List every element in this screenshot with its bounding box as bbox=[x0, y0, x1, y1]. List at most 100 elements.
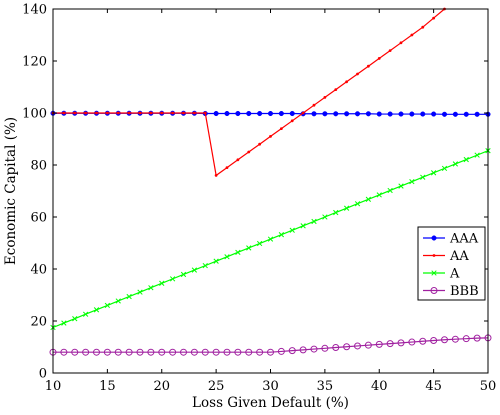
data-point bbox=[202, 262, 208, 269]
data-point bbox=[104, 302, 111, 309]
data-point bbox=[452, 111, 458, 117]
data-point bbox=[365, 111, 371, 117]
data-point bbox=[160, 111, 164, 115]
y-tick-label: 120 bbox=[22, 55, 47, 70]
legend-label: A bbox=[449, 267, 460, 282]
data-point bbox=[386, 340, 394, 348]
data-point bbox=[441, 336, 448, 344]
legend-swatch-marker bbox=[430, 287, 438, 294]
data-point bbox=[288, 347, 296, 355]
x-tick-label: 40 bbox=[371, 379, 388, 394]
data-point bbox=[269, 135, 272, 138]
data-point bbox=[322, 111, 328, 117]
data-point bbox=[321, 344, 329, 352]
data-point bbox=[256, 348, 264, 356]
data-point bbox=[258, 142, 262, 146]
x-tick-label: 30 bbox=[262, 379, 279, 394]
legend-label: AAA bbox=[449, 232, 479, 247]
legend-item-bbb: BBB bbox=[423, 284, 479, 299]
data-point bbox=[137, 289, 143, 295]
data-point bbox=[126, 293, 132, 300]
y-tick-label: 140 bbox=[22, 3, 47, 18]
data-point bbox=[235, 110, 241, 117]
data-point bbox=[375, 340, 383, 348]
data-point bbox=[311, 111, 317, 117]
data-point bbox=[364, 341, 372, 349]
data-point bbox=[387, 187, 393, 194]
data-point bbox=[463, 111, 469, 117]
data-point bbox=[225, 166, 229, 170]
data-point bbox=[114, 348, 122, 356]
x-tick-label: 15 bbox=[99, 379, 116, 394]
legend-label: AA bbox=[449, 249, 469, 264]
data-point bbox=[136, 348, 144, 356]
legend-swatch-marker bbox=[431, 270, 437, 276]
data-point bbox=[180, 348, 187, 356]
data-point bbox=[473, 334, 481, 342]
x-tick-label: 10 bbox=[45, 379, 62, 394]
x-axis-title: Loss Given Default (%) bbox=[192, 395, 349, 411]
data-point bbox=[60, 348, 68, 356]
data-point bbox=[310, 345, 318, 353]
legend-swatch-marker bbox=[432, 254, 436, 257]
legend-swatch-marker bbox=[431, 235, 437, 241]
data-point bbox=[420, 174, 426, 180]
data-point bbox=[190, 348, 198, 356]
data-point bbox=[61, 320, 67, 326]
data-point bbox=[62, 111, 66, 115]
data-point bbox=[462, 335, 470, 343]
data-point bbox=[105, 111, 109, 115]
y-tick-label: 60 bbox=[30, 211, 47, 226]
data-point bbox=[420, 111, 426, 117]
data-point bbox=[323, 96, 327, 99]
data-point bbox=[169, 348, 177, 356]
data-point bbox=[334, 88, 338, 91]
plot-frame bbox=[52, 8, 489, 374]
data-point bbox=[377, 57, 381, 60]
y-tick-label: 40 bbox=[30, 263, 47, 278]
data-point bbox=[343, 205, 350, 211]
series-aa bbox=[51, 7, 446, 177]
data-point bbox=[451, 335, 459, 343]
data-point bbox=[267, 348, 274, 356]
y-tick-label: 80 bbox=[30, 159, 47, 174]
data-point bbox=[301, 111, 305, 115]
data-point bbox=[245, 348, 253, 356]
y-tick-label: 20 bbox=[30, 315, 47, 330]
data-point bbox=[354, 111, 361, 117]
data-point bbox=[343, 343, 351, 351]
data-point bbox=[312, 103, 316, 107]
data-point bbox=[169, 276, 176, 282]
data-point bbox=[236, 158, 240, 162]
data-point bbox=[125, 348, 133, 356]
data-point bbox=[322, 214, 328, 220]
data-point bbox=[474, 111, 480, 117]
y-axis-title: Economic Capital (%) bbox=[3, 117, 19, 265]
data-point bbox=[180, 271, 187, 278]
data-point bbox=[421, 25, 425, 29]
data-point bbox=[224, 254, 230, 260]
data-point bbox=[214, 174, 218, 177]
data-point bbox=[333, 111, 339, 117]
data-point bbox=[267, 236, 274, 242]
legend-item-aaa: AAA bbox=[423, 232, 479, 247]
data-point bbox=[256, 240, 263, 247]
series-aaa bbox=[50, 110, 491, 117]
x-tick-label: 45 bbox=[425, 379, 442, 394]
data-point bbox=[127, 111, 131, 115]
data-point bbox=[82, 348, 90, 356]
data-point bbox=[430, 337, 438, 344]
data-point bbox=[267, 110, 274, 117]
data-point bbox=[201, 348, 209, 356]
data-point bbox=[71, 348, 79, 356]
data-point bbox=[182, 111, 185, 115]
data-point bbox=[409, 111, 415, 117]
data-point bbox=[257, 110, 263, 117]
data-point bbox=[148, 285, 154, 291]
y-tick-label: 100 bbox=[22, 107, 47, 122]
x-tick-label: 20 bbox=[153, 379, 170, 394]
legend-item-aa: AA bbox=[423, 249, 469, 264]
data-point bbox=[147, 348, 155, 356]
data-point bbox=[365, 196, 372, 202]
data-point bbox=[115, 298, 121, 304]
